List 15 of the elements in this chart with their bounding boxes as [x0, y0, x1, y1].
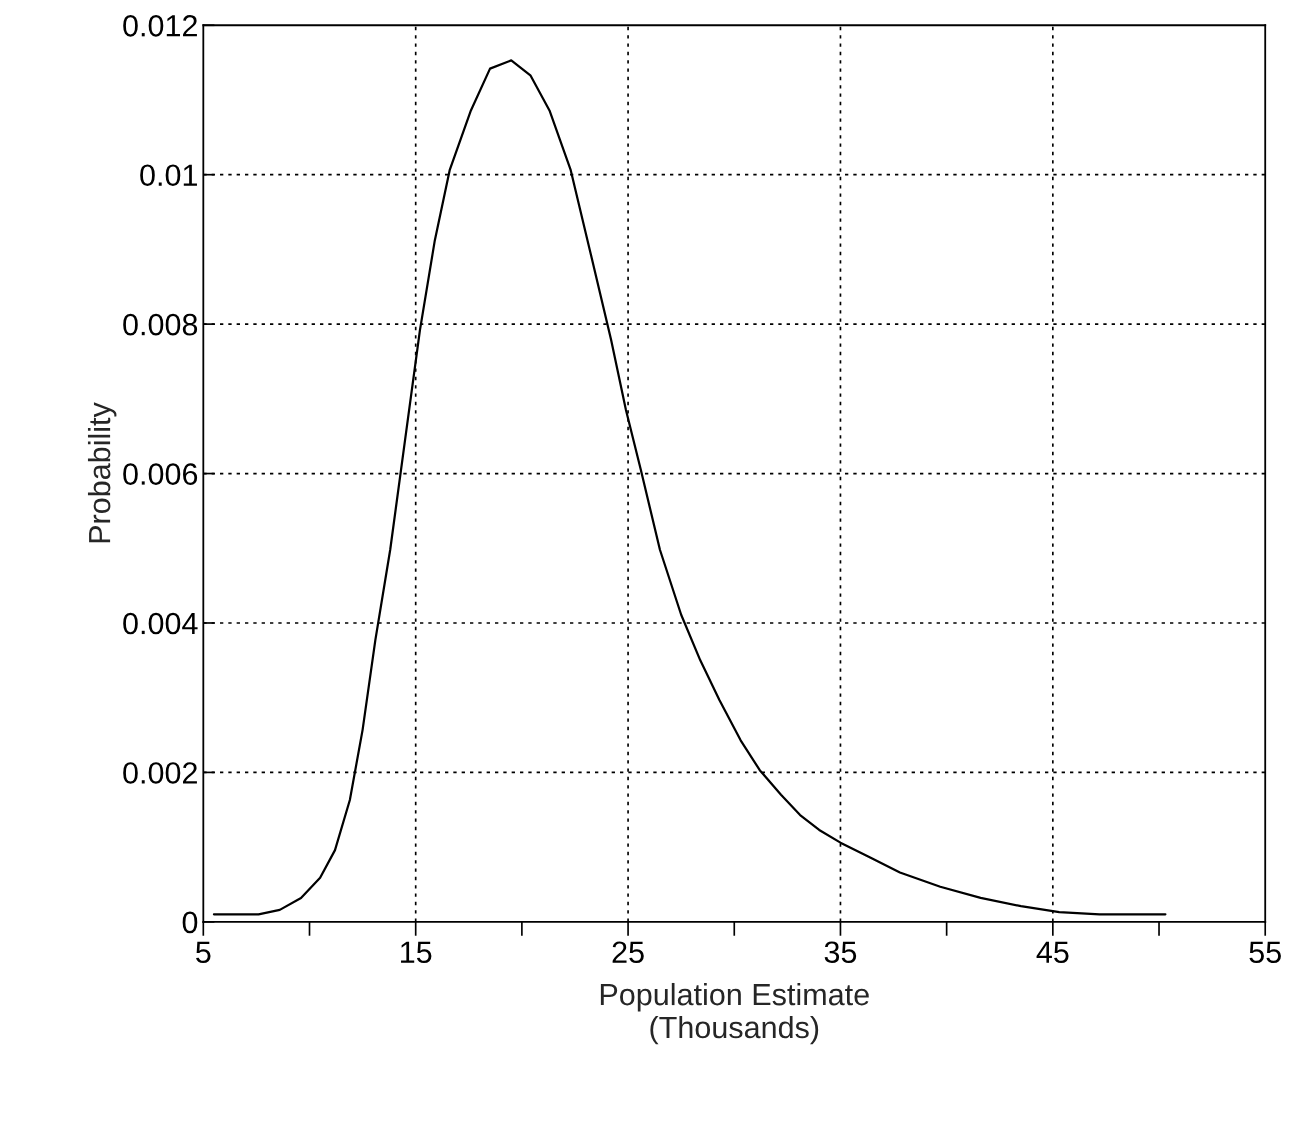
y-tick-label: 0.008 — [123, 313, 198, 336]
x-tick-label: 45 — [1036, 941, 1069, 964]
x-axis-title: Population Estimate (Thousands) — [600, 982, 869, 1045]
x-tick-label: 15 — [401, 941, 432, 964]
x-tick-label: 35 — [824, 941, 857, 964]
y-axis-title: Probability — [87, 402, 117, 543]
y-tick-label: 0.01 — [140, 164, 197, 187]
x-tick-label: 25 — [612, 941, 644, 964]
y-tick-label: 0 — [182, 911, 198, 934]
x-tick-label: 55 — [1249, 941, 1281, 964]
x-tick-label: 5 — [196, 941, 211, 964]
y-tick-label: 0.012 — [123, 14, 197, 37]
y-tick-label: 0.006 — [123, 463, 198, 485]
y-tick-label: 0.002 — [123, 762, 197, 784]
y-tick-label: 0.004 — [123, 612, 198, 635]
